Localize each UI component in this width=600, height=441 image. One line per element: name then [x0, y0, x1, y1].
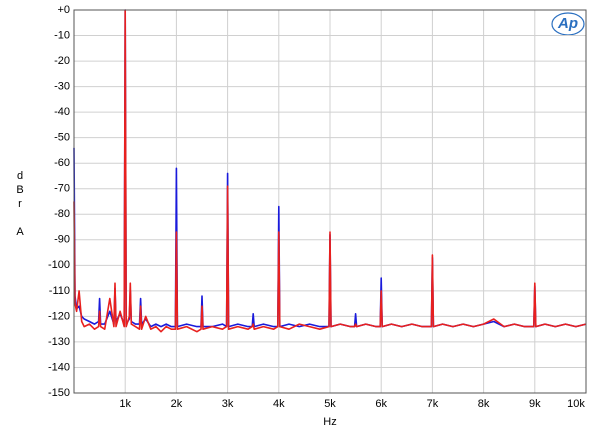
x-tick-label: 1k: [119, 398, 131, 410]
x-tick-label: 6k: [375, 398, 387, 410]
y-axis-label: B: [16, 184, 23, 196]
y-tick-label: -60: [54, 157, 70, 169]
y-tick-label: -50: [54, 132, 70, 144]
y-tick-label: -140: [48, 361, 70, 373]
y-tick-label: -130: [48, 336, 70, 348]
y-tick-label: -90: [54, 234, 70, 246]
x-tick-label: 9k: [529, 398, 541, 410]
y-tick-label: -80: [54, 208, 70, 220]
y-axis-label: r: [18, 198, 22, 210]
y-tick-label: -70: [54, 183, 70, 195]
y-tick-label: +0: [57, 4, 70, 16]
series-line: [73, 9, 587, 333]
x-tick-label: 2k: [171, 398, 183, 410]
logo-ring: [551, 12, 585, 36]
y-tick-label: -120: [48, 310, 70, 322]
y-tick-label: -150: [48, 387, 70, 399]
x-tick-label: 4k: [273, 398, 285, 410]
y-tick-label: -40: [54, 106, 70, 118]
x-tick-label: 3k: [222, 398, 234, 410]
y-axis-label: A: [16, 226, 24, 238]
x-tick-label: 8k: [478, 398, 490, 410]
x-axis-label: Hz: [323, 416, 336, 428]
y-axis-label: d: [17, 170, 23, 182]
plot-frame: [73, 9, 587, 394]
x-tick-label: 7k: [427, 398, 439, 410]
y-tick-label: -100: [48, 259, 70, 271]
x-tick-label: 5k: [324, 398, 336, 410]
logo: Ap: [557, 15, 578, 32]
y-tick-label: -30: [54, 81, 70, 93]
x-tick-label: 10k: [567, 398, 585, 410]
y-tick-label: -110: [49, 285, 70, 297]
y-tick-label: -10: [54, 29, 70, 41]
y-tick-label: -20: [54, 55, 70, 67]
